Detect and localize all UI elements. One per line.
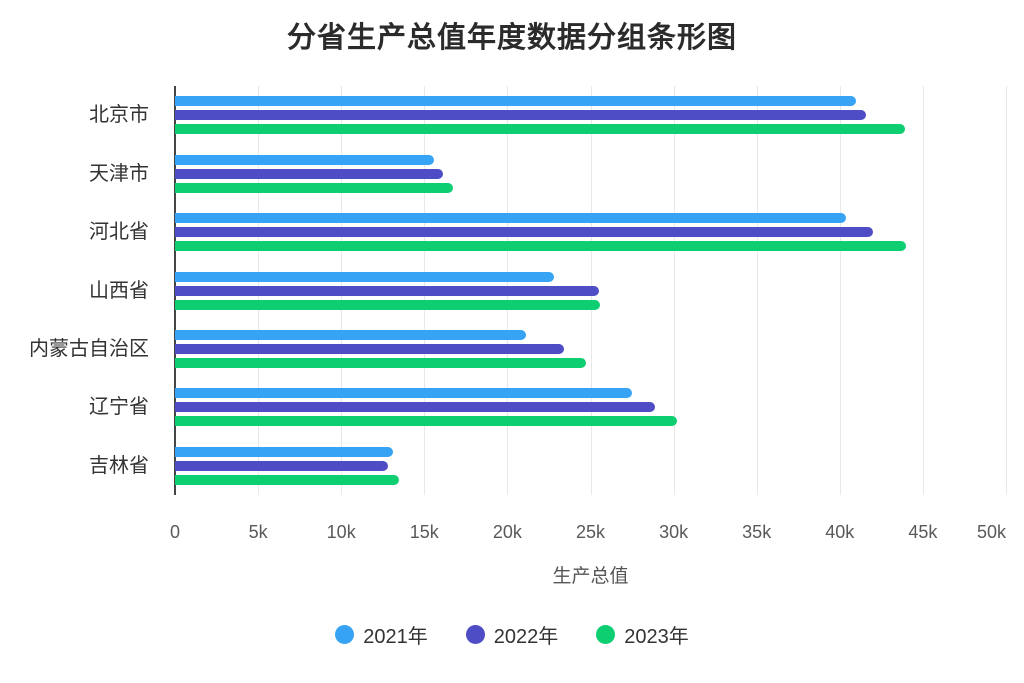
bar-2022年-北京市[interactable] <box>175 110 867 121</box>
x-tick-label-45k: 45k <box>908 522 938 542</box>
legend-label: 2022年 <box>493 626 559 648</box>
x-tick-label-30k: 30k <box>659 522 689 542</box>
y-axis-label-吉林省: 吉林省 <box>89 454 149 477</box>
y-axis-label-辽宁省: 辽宁省 <box>89 396 149 419</box>
x-tick-label-10k: 10k <box>326 522 356 542</box>
y-axis-label-河北省: 河北省 <box>89 221 149 244</box>
x-tick-label-20k: 20k <box>492 522 522 542</box>
x-tick-label-15k: 15k <box>409 522 439 542</box>
x-axis-title: 生产总值 <box>552 566 629 587</box>
gridline <box>839 86 841 495</box>
bar-2022年-山西省[interactable] <box>175 285 599 296</box>
bar-2023年-天津市[interactable] <box>175 182 453 193</box>
bar-2021年-辽宁省[interactable] <box>175 388 633 399</box>
bar-2021年-山西省[interactable] <box>175 271 554 282</box>
x-tick-label-25k: 25k <box>575 522 606 542</box>
legend-item-2022年[interactable]: 2022年 <box>465 620 559 649</box>
bar-2021年-天津市[interactable] <box>175 154 435 165</box>
legend-dot-icon <box>465 625 485 644</box>
plot-area <box>175 86 1007 495</box>
bar-2022年-天津市[interactable] <box>175 168 443 179</box>
bar-2023年-吉林省[interactable] <box>175 474 400 485</box>
x-tick-label-35k: 35k <box>742 522 772 542</box>
x-tick-label-50k: 50k <box>976 522 1006 542</box>
bar-2021年-河北省[interactable] <box>175 213 847 224</box>
gridline <box>1006 86 1007 495</box>
legend-item-2023年[interactable]: 2023年 <box>596 620 689 649</box>
y-axis-label-山西省: 山西省 <box>89 279 149 302</box>
x-tick-label-5k: 5k <box>248 522 268 542</box>
bar-2021年-吉林省[interactable] <box>175 446 393 457</box>
y-axis-label-内蒙古自治区: 内蒙古自治区 <box>29 337 149 360</box>
bar-2023年-山西省[interactable] <box>175 299 601 310</box>
bar-2023年-辽宁省[interactable] <box>175 416 677 427</box>
legend-dot-icon <box>335 625 355 644</box>
chart-title: 分省生产总值年度数据分组条形图 <box>286 22 737 54</box>
legend-dot-icon <box>596 625 616 644</box>
bar-2022年-内蒙古自治区[interactable] <box>175 343 564 354</box>
legend: 2021年 2022年 2023年 <box>0 620 1024 649</box>
bar-2022年-吉林省[interactable] <box>175 460 388 471</box>
x-tick-label-0: 0 <box>169 522 181 542</box>
bar-2021年-北京市[interactable] <box>175 96 857 107</box>
y-axis-label-北京市: 北京市 <box>89 104 149 127</box>
gridline <box>756 86 758 495</box>
bar-2023年-河北省[interactable] <box>175 241 907 252</box>
legend-item-2021年[interactable]: 2021年 <box>335 620 428 649</box>
legend-label: 2023年 <box>624 626 689 648</box>
bar-2023年-内蒙古自治区[interactable] <box>175 357 586 368</box>
bar-2023年-北京市[interactable] <box>175 124 905 135</box>
gridline <box>673 86 675 495</box>
bar-2021年-内蒙古自治区[interactable] <box>175 329 526 340</box>
gridline <box>922 86 924 495</box>
legend-label: 2021年 <box>363 626 428 648</box>
x-tick-label-40k: 40k <box>825 522 855 542</box>
y-axis-label-天津市: 天津市 <box>89 162 149 185</box>
bar-2022年-辽宁省[interactable] <box>175 402 656 413</box>
bar-2022年-河北省[interactable] <box>175 227 874 238</box>
